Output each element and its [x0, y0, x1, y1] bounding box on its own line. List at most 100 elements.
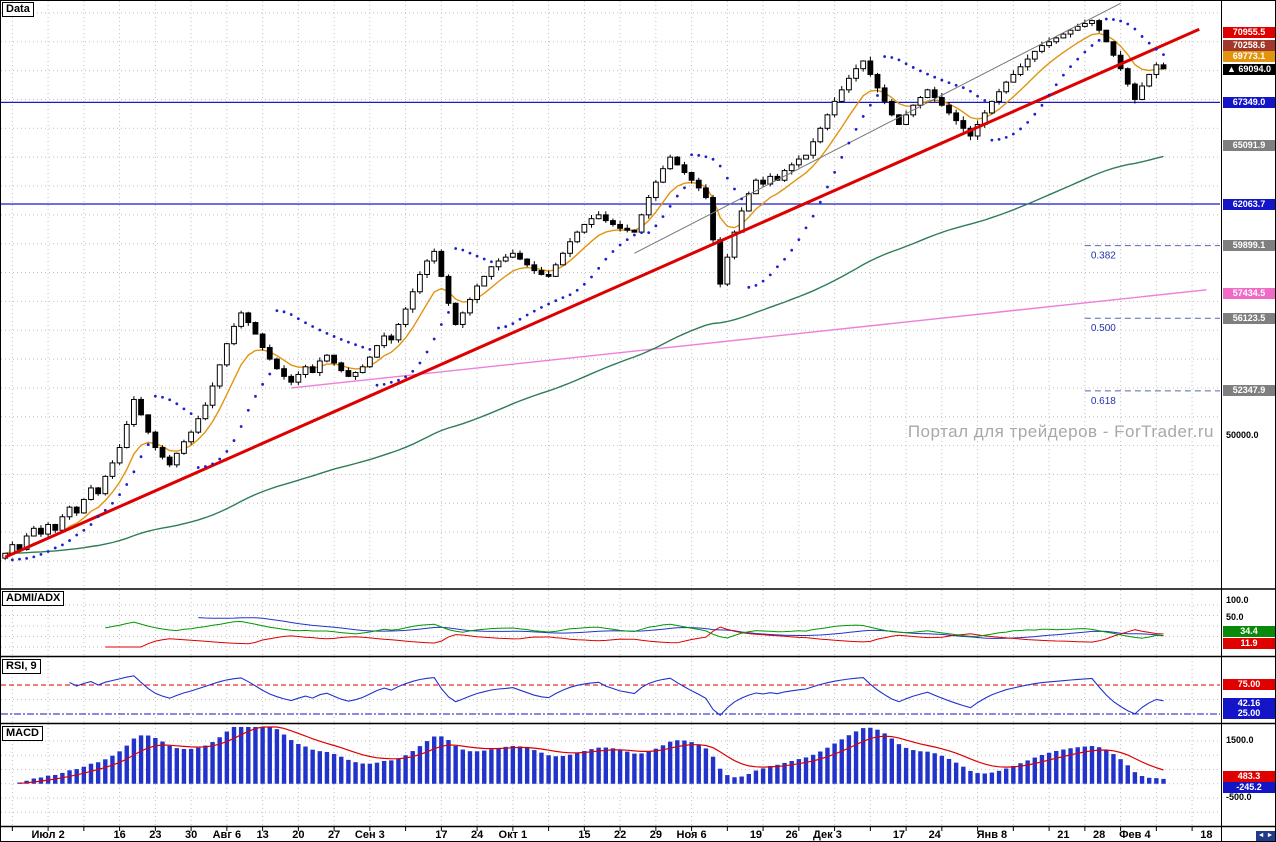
- psar-dot: [289, 313, 293, 316]
- macd-histogram-bar: [1054, 750, 1059, 784]
- macd-histogram-bar: [646, 751, 651, 784]
- macd-histogram-bar: [1089, 746, 1095, 784]
- macd-histogram-bar: [789, 761, 794, 784]
- macd-histogram-bar: [367, 763, 373, 784]
- psar-dot: [254, 394, 257, 398]
- psar-dot: [954, 83, 958, 87]
- candle-body: [509, 252, 516, 258]
- price-axis-label: 70955.5: [1223, 27, 1275, 38]
- psar-dot: [511, 322, 515, 326]
- pane-tab-adx[interactable]: ADMI/ADX: [2, 591, 65, 606]
- psar-dot: [847, 141, 851, 145]
- candle-body: [66, 506, 73, 518]
- psar-dot: [826, 185, 829, 189]
- time-axis[interactable]: Июл 2 16 23 30 Авг 6 13 20 27 Сен 3 17 24 Окт 1 15 22…: [0, 827, 1222, 842]
- price-axis-label: 56123.5: [1223, 313, 1275, 324]
- time-axis-label: Дек 3: [813, 829, 842, 841]
- macd-histogram-bar: [582, 750, 587, 784]
- candle-body: [674, 156, 681, 166]
- macd-histogram-bar: [153, 737, 158, 784]
- psar-dot: [389, 380, 393, 384]
- time-axis-label: Июл 2: [31, 829, 65, 841]
- psar-dot: [768, 273, 772, 277]
- macd-histogram-bar: [317, 751, 322, 784]
- macd-histogram-bar: [846, 735, 852, 784]
- candle-body: [1010, 73, 1017, 83]
- candle-body: [1124, 68, 1131, 85]
- candle-body: [538, 270, 545, 275]
- psar-dot: [468, 251, 472, 255]
- candle-body: [610, 220, 616, 225]
- pane-tab-macd[interactable]: MACD: [2, 726, 43, 741]
- psar-dot: [103, 508, 107, 512]
- psar-dot: [111, 501, 114, 505]
- time-axis-label: Авг 6: [212, 829, 242, 841]
- psar-dot: [861, 115, 865, 118]
- macd-histogram-bar: [181, 748, 187, 784]
- psar-dot: [711, 157, 715, 161]
- candle-body: [316, 360, 323, 374]
- pane-tab-data[interactable]: Data: [2, 2, 34, 17]
- price-axis-label: 59899.1: [1223, 240, 1275, 251]
- candle-body: [238, 312, 245, 327]
- candle-body: [953, 112, 960, 122]
- macd-histogram-bar: [231, 727, 237, 784]
- scrollbar-button[interactable]: ◄ ►: [1256, 831, 1275, 841]
- psar-dot: [204, 465, 207, 468]
- candle-body: [202, 404, 209, 420]
- macd-histogram-bar: [718, 768, 723, 784]
- candle-body: [1103, 29, 1110, 43]
- candle-body: [495, 260, 502, 268]
- psar-dot: [840, 155, 844, 159]
- candle-body: [467, 298, 473, 314]
- macd-histogram-bar: [946, 758, 952, 784]
- candle-body: [631, 229, 638, 233]
- candle-body: [638, 214, 645, 233]
- candle-body: [1132, 83, 1138, 100]
- candle-body: [1053, 37, 1060, 43]
- psar-dot: [368, 348, 372, 351]
- macd-histogram-bar: [353, 762, 358, 784]
- macd-histogram-bar: [882, 733, 887, 784]
- macd-histogram-bar: [303, 746, 308, 784]
- psar-dot: [997, 137, 1001, 141]
- candle-body: [30, 527, 37, 537]
- psar-dot: [418, 361, 422, 365]
- candle-body: [581, 223, 588, 233]
- pane-tab-rsi[interactable]: RSI, 9: [2, 659, 41, 674]
- macd-histogram-bar: [381, 760, 387, 784]
- macd-histogram-bar: [939, 755, 945, 784]
- candle-body: [152, 431, 159, 449]
- candle-body: [295, 373, 302, 383]
- psar-dot: [439, 323, 443, 326]
- psar-dot: [1054, 83, 1058, 87]
- macd-histogram-bar: [424, 741, 430, 784]
- candle-body: [946, 104, 952, 114]
- psar-dot: [375, 383, 379, 387]
- psar-dot: [68, 539, 71, 542]
- price-axis-label: 62063.7: [1223, 199, 1275, 210]
- macd-histogram-bar: [617, 749, 623, 784]
- adx-scale-label: 50.0: [1226, 612, 1244, 622]
- candle-body: [681, 164, 688, 174]
- price-axis-label: 70258.6: [1223, 40, 1275, 51]
- psar-dot: [926, 72, 929, 76]
- macd-histogram-bar: [996, 770, 1002, 784]
- candle-body: [996, 91, 1002, 102]
- candle-body: [45, 523, 52, 535]
- macd-histogram-bar: [903, 747, 909, 784]
- psar-dot: [797, 238, 801, 242]
- candle-body: [552, 264, 559, 277]
- macd-histogram-bar: [496, 747, 501, 784]
- price-axis[interactable]: 70955.5 70258.6 69773.1 ▲ 69094.0 67349.0 650…: [1222, 0, 1276, 842]
- psar-dot: [747, 285, 751, 289]
- macd-histogram-bar: [875, 729, 880, 784]
- macd-histogram-bar: [210, 742, 215, 784]
- psar-dot: [196, 466, 200, 469]
- candle-body: [488, 266, 495, 277]
- time-axis-label: 26: [785, 829, 798, 841]
- macd-histogram-bar: [510, 745, 516, 784]
- candle-body: [459, 312, 466, 325]
- macd-histogram-bar: [138, 735, 144, 784]
